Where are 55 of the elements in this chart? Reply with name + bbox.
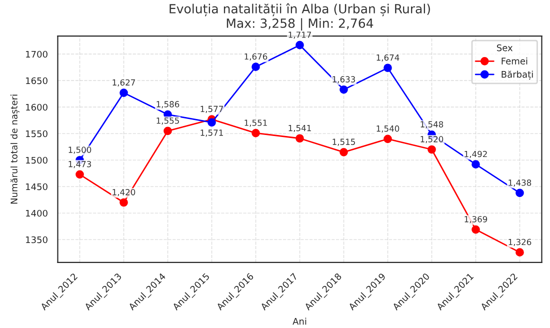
y-tick-label: 1400 [26, 210, 48, 217]
point [120, 198, 128, 207]
data-label: 1,551 [244, 120, 267, 127]
data-label: 1,548 [420, 121, 444, 128]
chart-title: Evoluția natalității în Alba (Urban și Rural) [170, 3, 430, 16]
data-label: 1,577 [200, 106, 223, 113]
point [120, 88, 128, 97]
data-label: 1,571 [200, 130, 223, 137]
data-label: 1,633 [332, 76, 356, 84]
legend-title: Sex [496, 44, 513, 52]
data-label: 1,541 [288, 125, 311, 132]
data-label: 1,500 [68, 146, 92, 154]
point [252, 62, 260, 71]
y-tick-label: 1700 [26, 50, 48, 58]
point [340, 148, 348, 156]
y-tick-label: 1450 [26, 183, 48, 190]
legend-label: Bărbați [502, 70, 533, 80]
data-label: 1,586 [156, 101, 180, 108]
point [472, 225, 480, 234]
data-label: 1,438 [508, 179, 532, 187]
y-axis-title: Numărul total de nașteri [10, 94, 20, 204]
point [428, 145, 436, 154]
point [384, 134, 392, 144]
point [76, 170, 84, 179]
data-label: 1,676 [244, 53, 268, 60]
data-label: 1,627 [112, 79, 135, 86]
point [384, 64, 392, 72]
data-label: 1,515 [332, 138, 355, 146]
y-tick-label: 1500 [26, 156, 48, 164]
data-label: 1,369 [464, 216, 488, 224]
data-label: 1,473 [68, 160, 92, 168]
chart-subtitle: Max: 3,258 | Min: 2,764 [226, 18, 374, 31]
point [296, 134, 304, 143]
y-tick-label: 1350 [26, 236, 48, 244]
point [340, 85, 348, 94]
point [164, 126, 172, 136]
x-axis-title: Ani [292, 318, 306, 325]
legend-label: Femei [502, 57, 528, 64]
y-tick-label: 1550 [26, 130, 48, 138]
data-label: 1,492 [464, 150, 487, 158]
point [252, 128, 260, 138]
y-tick-label: 1600 [26, 104, 48, 111]
point [296, 40, 304, 50]
data-label: 1,674 [376, 54, 400, 62]
data-label: 1,420 [112, 189, 136, 196]
data-label: 1,326 [508, 238, 532, 246]
data-label: 1,555 [156, 118, 179, 125]
point [516, 248, 524, 256]
point [472, 160, 480, 169]
data-label: 1,520 [420, 136, 444, 144]
y-tick-label: 1650 [26, 77, 48, 84]
data-label: 1,717 [288, 32, 311, 39]
data-label: 1,540 [376, 125, 400, 133]
point [208, 118, 216, 127]
point [516, 188, 524, 198]
